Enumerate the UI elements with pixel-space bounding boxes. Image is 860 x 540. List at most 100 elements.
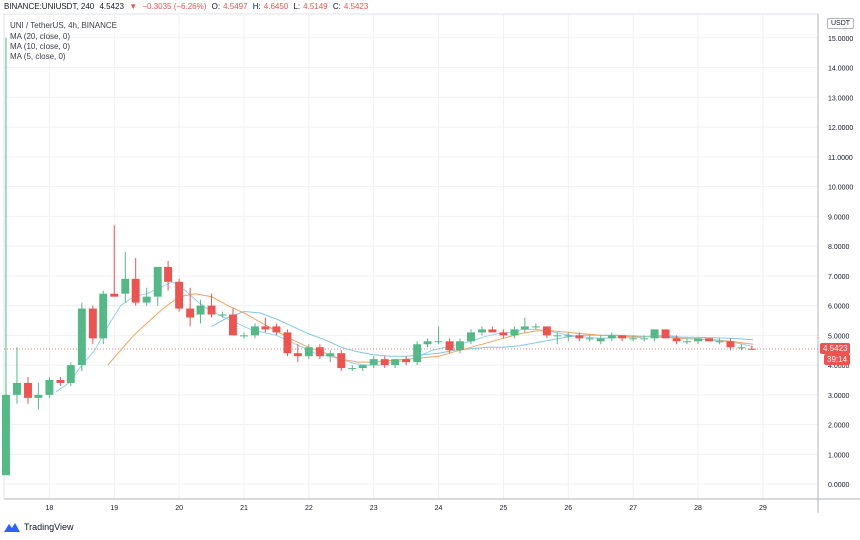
ma20-legend[interactable]: MA (20, close, 0) [10,32,71,41]
symbol-header: BINANCE:UNIUSDT, 240 4.5423 ▼ −0.3035 (−… [4,2,371,11]
candle-body-up [737,347,746,349]
ma10-legend[interactable]: MA (10, close, 0) [10,42,71,51]
candle-body-down [110,293,119,297]
candle-body-down [186,308,195,318]
candle-body-up [531,326,540,328]
y-tick-label: 4.0000 [828,363,850,370]
candle-body-down [445,341,454,351]
y-tick-label: 3.0000 [828,393,850,400]
candle-body-up [99,293,108,339]
x-tick-label: 21 [240,505,248,512]
candle-body-down [131,278,140,303]
candle-body-down [488,329,497,333]
candle-body-up [251,326,259,336]
candle-body-up [369,359,378,366]
candle-body-up [520,326,529,330]
candle-body-up [153,266,162,297]
candle-body-up [553,335,562,337]
ma-line-2 [55,281,754,393]
candle-body-up [304,347,313,357]
candle-body-down [672,338,681,342]
currency-unit-button[interactable]: USDT [827,18,855,29]
candle-body-up [467,332,475,342]
tradingview-icon [4,523,20,532]
y-tick-label: 0.0000 [828,482,850,489]
y-tick-label: 15.0000 [828,36,853,43]
ma5-legend[interactable]: MA (5, close, 0) [10,52,66,61]
candle-body-up [629,338,638,340]
candle-body-down [747,348,756,350]
y-tick-label: 12.0000 [828,125,853,132]
candle-body-down [175,281,184,309]
candle-body-up [77,308,86,366]
plot-frame [3,13,819,500]
open-label: O: [211,2,221,11]
y-tick-label: 5.0000 [828,333,850,340]
candle-body-down [499,332,508,336]
candle-body-down [337,353,346,369]
candle-body-up [694,338,702,342]
candle-body-up [434,341,443,343]
x-tick-label: 29 [759,505,767,512]
low-value: 4.5149 [303,2,328,11]
candle-body-up [142,296,151,303]
x-tick-label: 27 [629,505,637,512]
candle-body-down [618,335,627,339]
chart-title: UNI / TetherUS, 4h, BINANCE [10,21,117,30]
candle-body-down [164,266,173,282]
candle-body-down [283,332,292,354]
candle-body-up [45,379,54,395]
y-tick-label: 9.0000 [828,214,850,221]
close-value: 4.5423 [343,2,369,11]
candle-body-down [293,353,302,357]
current-price-label: 4.5423 [820,342,851,354]
y-tick-label: 11.0000 [828,155,853,162]
ma-line-1 [107,293,754,366]
candle-body-down [315,347,324,357]
x-tick-label: 22 [305,505,313,512]
candle-body-down [402,359,411,363]
x-tick-label: 19 [110,505,118,512]
candle-countdown: 39:14 [824,353,851,365]
candle-body-down [542,326,551,336]
candle-body-down [661,329,670,339]
x-tick-label: 24 [435,505,443,512]
symbol-line: BINANCE:UNIUSDT, 240 [4,2,95,11]
tradingview-logo[interactable]: TradingView [4,521,74,533]
y-tick-label: 8.0000 [828,244,850,251]
candle-body-up [650,329,659,339]
x-tick-label: 20 [175,505,183,512]
high-value: 4.6450 [263,2,289,11]
x-tick-label: 23 [370,505,378,512]
y-tick-label: 13.0000 [828,95,853,102]
candle-body-down [380,359,389,366]
candle-body-down [272,326,281,333]
low-label: L: [293,2,301,11]
candle-body-up [607,335,616,339]
y-tick-label: 7.0000 [828,274,850,281]
candle-body-up [423,341,432,345]
candles [1,37,756,476]
candle-body-up [456,341,464,351]
candle-body-up [218,314,227,316]
candle-body-down [88,308,97,339]
down-arrow-icon: ▼ [129,2,138,11]
candle-body-up [326,353,335,357]
candle-body-up [413,344,422,363]
x-tick-label: 25 [500,505,508,512]
candle-body-up [13,382,21,395]
chart-grid [3,13,819,500]
y-tick-label: 6.0000 [828,304,850,311]
candle-body-up [683,341,691,343]
candle-body-down [726,341,735,348]
y-tick-label: 10.0000 [828,185,853,192]
candle-body-up [121,278,130,294]
candle-body-up [66,365,75,383]
open-value: 4.5497 [223,2,248,11]
candle-body-down [207,305,216,315]
candle-body-up [596,338,605,342]
candle-body-down [705,338,714,342]
y-tick-label: 14.0000 [828,66,853,73]
candle-body-up [478,329,486,333]
